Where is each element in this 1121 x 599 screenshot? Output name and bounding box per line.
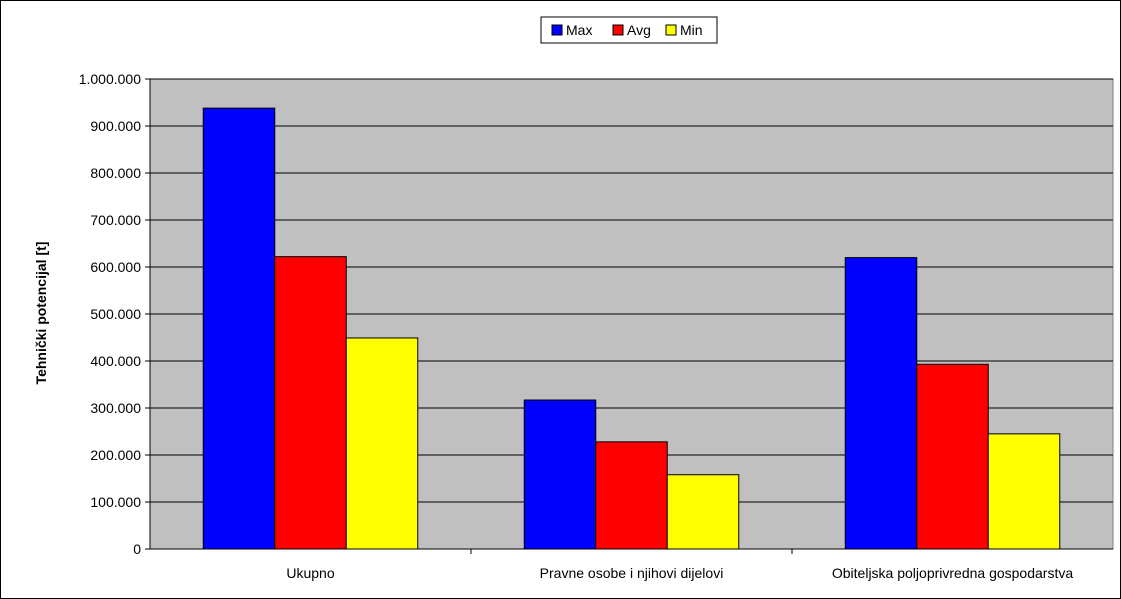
y-tick-label: 0	[133, 541, 141, 557]
legend: Max Avg Min	[540, 16, 718, 44]
legend-label-avg: Avg	[627, 22, 651, 38]
legend-swatch-min	[665, 24, 677, 36]
bar-avg-1	[595, 441, 668, 550]
y-tick-label: 500.000	[90, 306, 141, 322]
legend-box	[540, 16, 718, 44]
y-tick-label: 1.000.000	[79, 71, 141, 87]
bar-avg-2	[916, 363, 989, 550]
bar-min-0	[345, 337, 419, 550]
axes	[145, 78, 1113, 554]
y-tick-label: 700.000	[90, 212, 141, 228]
bar-min-2	[987, 433, 1061, 550]
legend-label-max: Max	[566, 22, 592, 38]
y-tick-label: 900.000	[90, 118, 141, 134]
x-category-label: Obiteljska poljoprivredna gospodarstva	[832, 565, 1073, 581]
y-tick-label: 200.000	[90, 447, 141, 463]
x-category-label: Ukupno	[286, 565, 334, 581]
y-tick-label: 400.000	[90, 353, 141, 369]
legend-swatch-max	[551, 24, 563, 36]
y-tick-label: 100.000	[90, 494, 141, 510]
y-tick-labels: 0 100.000 200.000 300.000 400.000 500.000 600.…	[79, 71, 142, 557]
y-tick-label: 300.000	[90, 400, 141, 416]
bar-min-1	[666, 474, 740, 550]
legend-swatch-avg	[612, 24, 624, 36]
bar-max-2	[844, 257, 918, 550]
y-tick-label: 600.000	[90, 259, 141, 275]
y-axis-title: Tehnički potencijal [t]	[33, 242, 49, 385]
category-labels: Ukupno Pravne osobe i njihovi dijelovi Obi…	[286, 565, 1073, 581]
bar-avg-0	[274, 256, 347, 550]
bar-max-0	[202, 107, 276, 550]
x-category-label: Pravne osobe i njihovi dijelovi	[540, 565, 724, 581]
legend-label-min: Min	[680, 22, 703, 38]
y-tick-label: 800.000	[90, 165, 141, 181]
bar-max-1	[523, 399, 597, 550]
